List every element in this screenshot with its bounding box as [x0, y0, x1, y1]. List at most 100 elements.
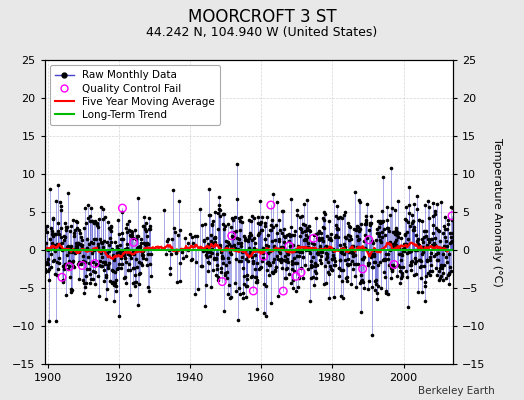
- Point: [214, 274, 222, 280]
- Point: [75, 260, 84, 266]
- Point: [71, 227, 80, 233]
- Point: [191, 291, 199, 298]
- Point: [60, 234, 69, 241]
- Point: [69, 262, 78, 269]
- Point: [445, 270, 454, 276]
- Point: [227, 224, 236, 230]
- Point: [79, 276, 88, 283]
- Point: [307, 258, 315, 264]
- Point: [393, 229, 401, 236]
- Point: [40, 266, 49, 272]
- Point: [396, 280, 404, 286]
- Point: [124, 251, 132, 257]
- Point: [244, 257, 252, 264]
- Point: [221, 223, 230, 229]
- Point: [110, 255, 118, 262]
- Point: [52, 230, 61, 237]
- Point: [406, 223, 414, 230]
- Point: [63, 190, 72, 196]
- Point: [267, 222, 275, 228]
- Point: [361, 244, 369, 251]
- Point: [433, 200, 441, 207]
- Point: [420, 202, 429, 208]
- Point: [71, 250, 79, 256]
- Point: [383, 217, 391, 224]
- Point: [135, 271, 144, 277]
- Point: [331, 257, 340, 264]
- Point: [72, 243, 80, 249]
- Point: [114, 264, 123, 271]
- Point: [327, 231, 335, 238]
- Point: [33, 256, 41, 262]
- Point: [408, 220, 416, 226]
- Point: [358, 266, 367, 272]
- Point: [159, 206, 168, 213]
- Point: [394, 198, 402, 204]
- Point: [373, 290, 381, 296]
- Point: [72, 225, 81, 232]
- Point: [88, 218, 96, 224]
- Point: [394, 262, 402, 268]
- Point: [411, 260, 420, 267]
- Point: [284, 251, 292, 257]
- Point: [398, 252, 407, 258]
- Point: [136, 244, 145, 251]
- Point: [341, 209, 350, 215]
- Point: [82, 279, 91, 286]
- Point: [385, 212, 394, 218]
- Point: [381, 257, 389, 263]
- Point: [48, 232, 57, 239]
- Point: [331, 234, 339, 240]
- Point: [412, 206, 421, 212]
- Point: [82, 220, 90, 226]
- Point: [36, 241, 45, 247]
- Point: [143, 261, 151, 268]
- Point: [276, 227, 284, 233]
- Point: [138, 249, 147, 255]
- Point: [260, 310, 268, 316]
- Point: [221, 238, 230, 244]
- Point: [411, 271, 420, 278]
- Point: [351, 189, 359, 196]
- Point: [69, 258, 77, 265]
- Point: [141, 226, 149, 232]
- Point: [247, 213, 256, 219]
- Point: [268, 269, 276, 276]
- Point: [434, 227, 443, 234]
- Point: [127, 228, 136, 235]
- Point: [380, 256, 388, 262]
- Point: [41, 226, 49, 232]
- Point: [323, 244, 332, 250]
- Point: [389, 262, 397, 268]
- Point: [36, 225, 45, 232]
- Point: [252, 247, 260, 254]
- Point: [112, 282, 120, 289]
- Point: [402, 250, 411, 256]
- Point: [58, 278, 67, 285]
- Point: [262, 242, 270, 248]
- Point: [350, 226, 358, 232]
- Point: [320, 217, 329, 223]
- Point: [215, 202, 223, 208]
- Point: [305, 227, 313, 234]
- Point: [236, 291, 245, 297]
- Point: [166, 271, 174, 278]
- Point: [116, 242, 124, 248]
- Point: [125, 218, 134, 224]
- Point: [219, 260, 227, 266]
- Point: [329, 248, 337, 254]
- Point: [165, 246, 173, 253]
- Point: [274, 256, 282, 262]
- Point: [426, 268, 434, 274]
- Point: [56, 244, 64, 250]
- Point: [30, 287, 39, 293]
- Point: [79, 252, 87, 259]
- Point: [316, 245, 324, 251]
- Point: [290, 254, 298, 261]
- Point: [260, 223, 269, 229]
- Point: [385, 240, 394, 246]
- Point: [416, 264, 424, 271]
- Point: [98, 240, 106, 246]
- Point: [75, 249, 83, 255]
- Point: [267, 202, 275, 208]
